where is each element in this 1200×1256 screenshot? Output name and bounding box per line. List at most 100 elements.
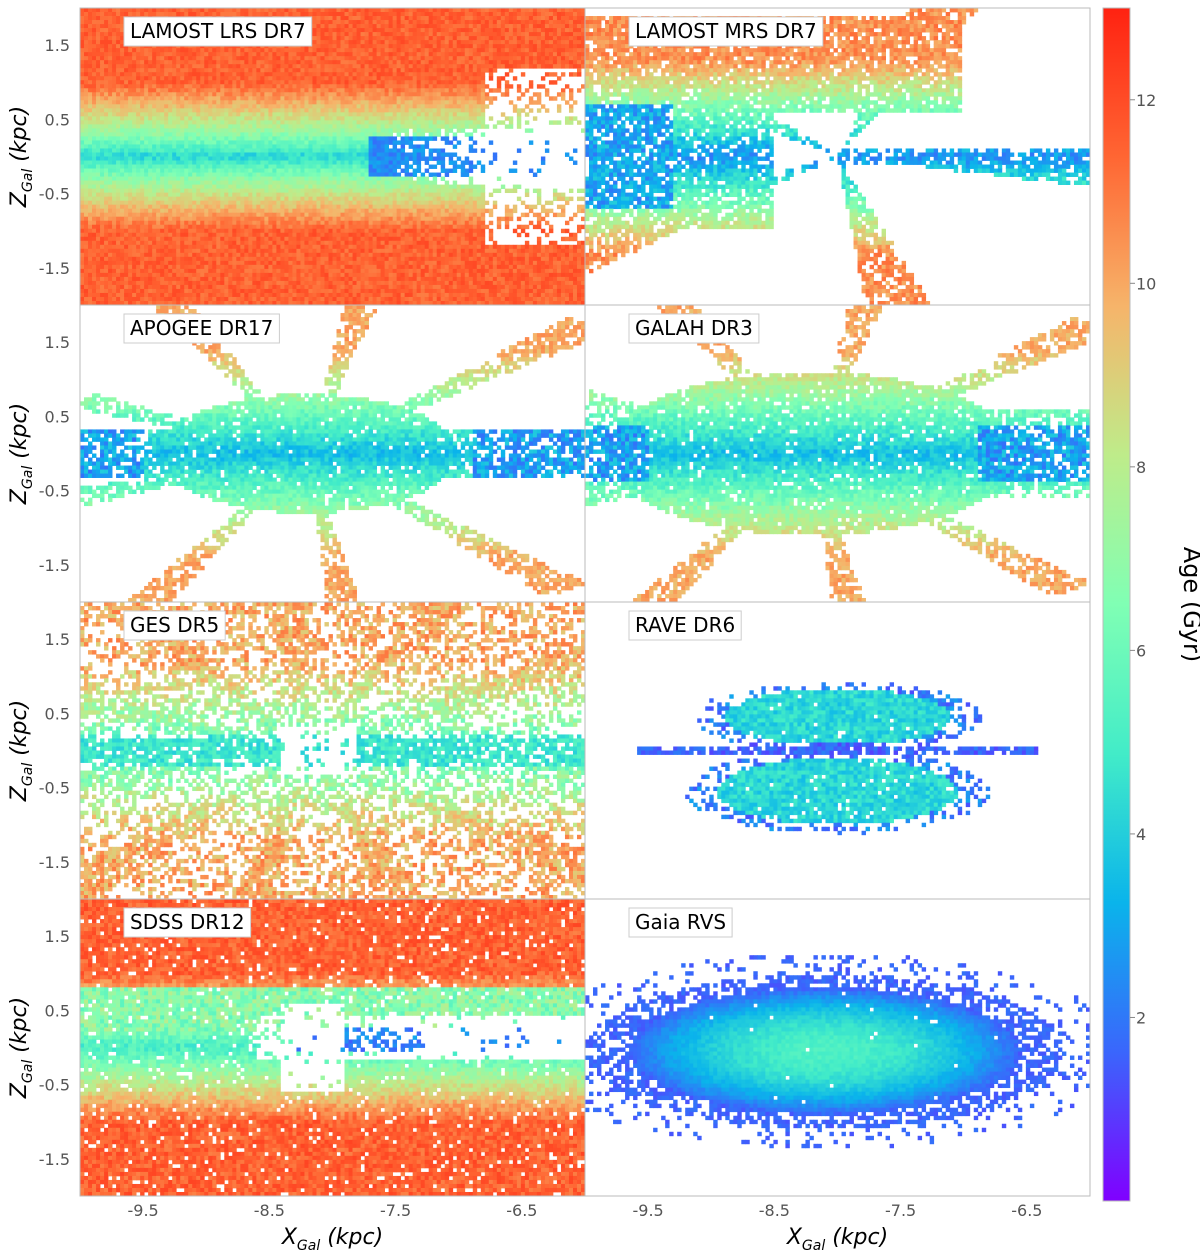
heatmap-cell [228, 172, 233, 177]
heatmap-cell [280, 112, 285, 117]
heatmap-cell [436, 52, 442, 57]
heatmap-cell [476, 64, 482, 69]
heatmap-cell [268, 132, 273, 137]
heatmap-cell [276, 160, 281, 165]
heatmap-cell [168, 12, 173, 17]
heatmap-cell [104, 56, 109, 61]
heatmap-cell [396, 20, 402, 25]
heatmap-cell [180, 64, 185, 69]
heatmap-cell [368, 108, 373, 113]
heatmap-cell [228, 92, 233, 97]
heatmap-cell [272, 48, 277, 53]
heatmap-cell [284, 180, 289, 185]
heatmap-cell [384, 64, 390, 69]
heatmap-cell [136, 120, 141, 125]
heatmap-cell [312, 64, 317, 69]
heatmap-cell [188, 168, 193, 173]
heatmap-cell [436, 160, 442, 165]
heatmap-cell [484, 52, 490, 57]
heatmap-cell [372, 16, 377, 21]
heatmap-cell [124, 108, 129, 113]
heatmap-cell [288, 176, 293, 181]
heatmap-cell [352, 68, 357, 73]
heatmap-cell [284, 188, 289, 194]
heatmap-cell [448, 20, 454, 25]
heatmap-cell [196, 120, 201, 125]
heatmap-cell [416, 80, 422, 85]
heatmap-cell [448, 156, 454, 161]
heatmap-cell [364, 24, 369, 29]
heatmap-cell [120, 48, 125, 53]
heatmap-cell [284, 120, 289, 125]
heatmap-cell [508, 44, 514, 49]
heatmap-cell [432, 132, 438, 137]
heatmap-cell [164, 56, 169, 61]
heatmap-cell [292, 164, 297, 169]
heatmap-cell [108, 120, 113, 125]
heatmap-cell [348, 8, 353, 13]
heatmap-cell [104, 60, 109, 65]
heatmap-cell [80, 64, 85, 69]
heatmap-cell [196, 172, 201, 177]
heatmap-cell [336, 188, 341, 194]
heatmap-cell [356, 56, 361, 61]
heatmap-cell [120, 116, 125, 121]
heatmap-cell [352, 72, 357, 77]
heatmap-cell [220, 104, 225, 109]
heatmap-cell [328, 64, 333, 69]
heatmap-cell [196, 168, 201, 173]
heatmap-cell [180, 172, 185, 177]
heatmap-cell [328, 92, 333, 97]
heatmap-cell [424, 24, 430, 29]
heatmap-cell [428, 128, 434, 133]
heatmap-cell [536, 32, 542, 37]
heatmap-cell [220, 72, 225, 77]
heatmap-cell [80, 80, 85, 85]
heatmap-cell [308, 112, 313, 117]
heatmap-cell [88, 104, 93, 109]
heatmap-cell [148, 60, 153, 65]
heatmap-cell [516, 88, 522, 93]
heatmap-cell [324, 12, 329, 17]
heatmap-cell [316, 104, 321, 109]
heatmap-cell [400, 96, 406, 101]
heatmap-cell [188, 116, 193, 121]
heatmap-cell [536, 52, 542, 57]
heatmap-cell [436, 104, 442, 109]
heatmap-cell [440, 136, 446, 141]
heatmap-cell [440, 120, 446, 125]
heatmap-cell [344, 36, 349, 41]
heatmap-cell [204, 84, 209, 89]
heatmap-cell [116, 180, 121, 185]
heatmap-cell [384, 16, 390, 21]
heatmap-cell [284, 172, 289, 177]
heatmap-cell [128, 164, 133, 169]
heatmap-cell [540, 64, 546, 69]
heatmap-cell [148, 88, 153, 93]
heatmap-cell [476, 184, 482, 189]
heatmap-cell [144, 52, 149, 57]
heatmap-cell [144, 92, 149, 97]
heatmap-cell [176, 88, 181, 93]
heatmap-cell [216, 180, 221, 185]
heatmap-cell [108, 172, 113, 177]
heatmap-cell [364, 108, 369, 113]
heatmap-cell [332, 136, 337, 141]
heatmap-cell [312, 96, 317, 101]
heatmap-cell [316, 176, 321, 181]
heatmap-cell [356, 88, 361, 93]
heatmap-cell [248, 8, 253, 13]
heatmap-cell [244, 172, 249, 177]
heatmap-cell [308, 12, 313, 17]
heatmap-cell [376, 128, 381, 133]
heatmap-cell [472, 32, 478, 37]
heatmap-cell [532, 16, 538, 21]
heatmap-cell [504, 40, 510, 45]
heatmap-cell [476, 100, 482, 105]
heatmap-cell [104, 12, 109, 17]
heatmap-cell [476, 16, 482, 21]
heatmap-cell [320, 104, 325, 109]
heatmap-cell [504, 116, 510, 121]
heatmap-cell [516, 124, 522, 129]
heatmap-cell [196, 8, 201, 13]
